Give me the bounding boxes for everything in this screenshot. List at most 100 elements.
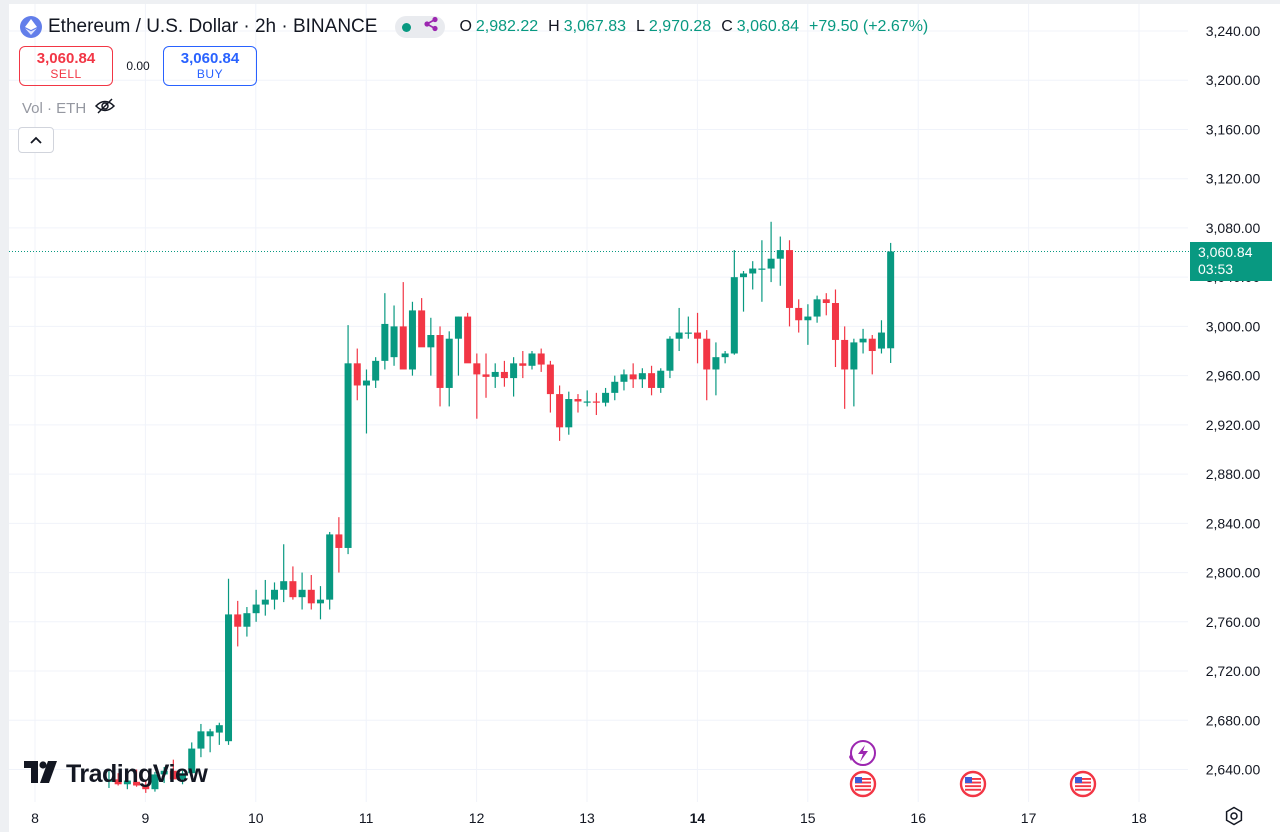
candle-down bbox=[868, 335, 876, 375]
candle-body bbox=[133, 781, 141, 786]
candle-body bbox=[546, 364, 554, 395]
flag-stripe bbox=[965, 778, 981, 780]
chart-grid bbox=[9, 4, 1190, 802]
candle-body bbox=[740, 273, 748, 278]
candle-body bbox=[271, 589, 279, 600]
sell-price: 3,060.84 bbox=[36, 50, 96, 67]
candle-body bbox=[657, 370, 665, 388]
candle-body bbox=[592, 401, 600, 403]
candle-body bbox=[602, 392, 610, 403]
candle-up bbox=[326, 531, 334, 610]
volume-indicator-legend[interactable]: Vol · ETH bbox=[22, 98, 116, 118]
candle-body bbox=[804, 316, 812, 321]
time-tick-label: 10 bbox=[248, 810, 264, 826]
candle-body bbox=[105, 779, 113, 782]
settings-icon[interactable] bbox=[1224, 806, 1244, 831]
candle-body bbox=[225, 614, 233, 742]
price-tick-label: 2,640.00 bbox=[1206, 762, 1261, 778]
eye-off-icon[interactable] bbox=[94, 98, 116, 118]
candle-down bbox=[399, 282, 407, 370]
spread-value: 0.00 bbox=[126, 59, 150, 73]
candle-body bbox=[142, 785, 150, 790]
candle-up bbox=[776, 236, 784, 286]
candle-body bbox=[326, 534, 334, 600]
sell-button[interactable]: 3,060.84 SELL bbox=[19, 46, 113, 86]
candle-body bbox=[758, 268, 766, 270]
candle-down bbox=[795, 299, 803, 333]
flag-canton bbox=[855, 777, 862, 783]
candle-body bbox=[620, 374, 628, 382]
candle-up bbox=[749, 261, 757, 290]
candle-body bbox=[583, 401, 591, 403]
candle-down bbox=[142, 780, 150, 793]
chevron-up-icon bbox=[30, 131, 42, 149]
indicator-share-icon[interactable] bbox=[423, 16, 439, 38]
candle-up bbox=[657, 368, 665, 393]
candle-up bbox=[602, 387, 610, 407]
candle-up bbox=[271, 582, 279, 610]
candle-body bbox=[390, 326, 398, 358]
candle-up bbox=[804, 304, 812, 345]
candle-down bbox=[307, 575, 315, 610]
candle-down bbox=[694, 312, 702, 364]
candle-up bbox=[261, 579, 269, 616]
flag-stripe bbox=[965, 788, 981, 791]
candle-body bbox=[408, 310, 416, 370]
time-axis: 8 9 10 11 12 13 14 15 16 17 18 bbox=[31, 810, 1147, 826]
symbol-legend[interactable]: Ethereum / U.S. Dollar · 2h · BINANCE O 2… bbox=[20, 14, 934, 40]
candle-body bbox=[179, 773, 187, 780]
open-label: O bbox=[459, 18, 472, 35]
price-tick-label: 2,800.00 bbox=[1206, 565, 1261, 581]
candle-body bbox=[427, 335, 435, 348]
candle-down bbox=[822, 293, 830, 316]
candle-body bbox=[353, 363, 361, 386]
tradingview-logo[interactable]: TradingView bbox=[24, 760, 208, 789]
candle-up bbox=[408, 301, 416, 376]
low-value: 2,970.28 bbox=[648, 18, 712, 35]
candle-body bbox=[362, 380, 370, 386]
candle-up bbox=[215, 722, 223, 745]
change-value: +79.50 (+2.67%) bbox=[809, 18, 929, 35]
flag-canton bbox=[965, 777, 972, 783]
candle-body bbox=[730, 277, 738, 354]
candle-body bbox=[712, 357, 720, 370]
candle-up bbox=[611, 375, 619, 401]
flag-ring bbox=[849, 770, 877, 798]
symbol-title[interactable]: Ethereum / U.S. Dollar · 2h · BINANCE bbox=[48, 16, 378, 37]
candle-body bbox=[887, 251, 895, 349]
candle-up bbox=[344, 325, 352, 555]
candle-body bbox=[151, 774, 159, 790]
candle-body bbox=[648, 373, 656, 388]
candle-down bbox=[537, 348, 545, 372]
buy-label: BUY bbox=[196, 67, 224, 81]
collapse-legend-button[interactable] bbox=[18, 127, 54, 153]
candle-down bbox=[648, 365, 656, 396]
price-tick-label: 2,880.00 bbox=[1206, 466, 1261, 482]
candle-body bbox=[684, 332, 692, 334]
candle-up bbox=[206, 728, 214, 753]
event-sparkle bbox=[849, 753, 853, 761]
time-tick-label: 9 bbox=[142, 810, 150, 826]
candle-up bbox=[666, 336, 674, 379]
candle-up bbox=[252, 589, 260, 622]
candle-body bbox=[482, 374, 490, 377]
candle-up bbox=[638, 368, 646, 388]
indicator-pill[interactable] bbox=[395, 16, 446, 38]
buy-button[interactable]: 3,060.84 BUY bbox=[163, 46, 257, 86]
candle-down bbox=[519, 351, 527, 379]
candle-down bbox=[436, 326, 444, 407]
candle-down bbox=[831, 289, 839, 368]
ethereum-icon bbox=[20, 16, 42, 38]
candle-up bbox=[160, 767, 168, 784]
candle-up bbox=[105, 769, 113, 788]
candle-body bbox=[822, 299, 830, 304]
candle-up bbox=[381, 293, 389, 370]
tradingview-wordmark: TradingView bbox=[66, 760, 208, 788]
price-tick-label: 2,720.00 bbox=[1206, 663, 1261, 679]
candle-body bbox=[749, 268, 757, 274]
candle-up bbox=[859, 328, 867, 354]
candle-down bbox=[114, 773, 122, 786]
candle-up bbox=[427, 317, 435, 376]
candle-body bbox=[473, 363, 481, 375]
